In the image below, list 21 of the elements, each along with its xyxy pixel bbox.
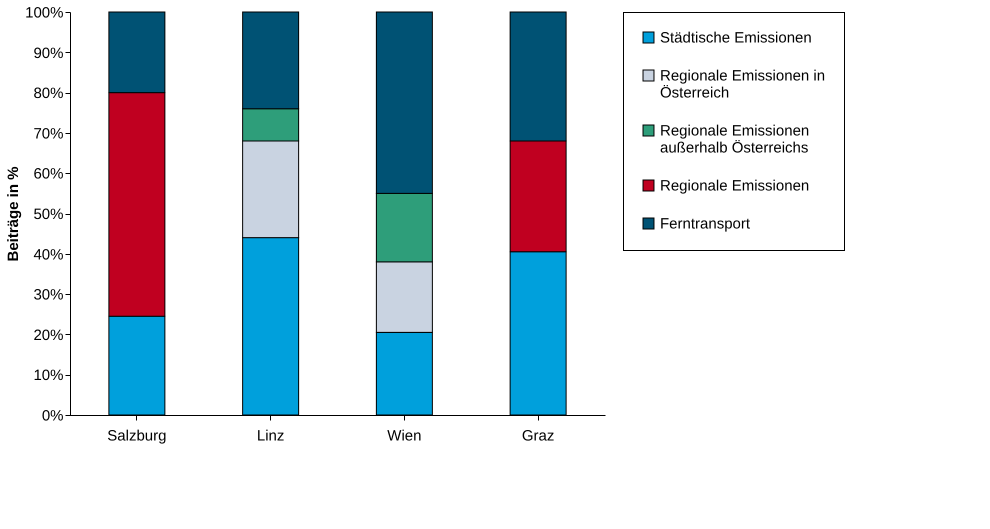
legend-label: Regionale Emissionen in Österreich [660, 68, 826, 102]
legend-label: Ferntransport [660, 216, 751, 232]
legend-label: Regionale Emissionen außerhalb Österreichs [660, 122, 810, 156]
x-tick-label: Linz [256, 428, 284, 444]
y-tick-label: 30% [33, 286, 64, 304]
y-tick-label: 10% [33, 367, 64, 384]
y-tick-label: 40% [33, 246, 64, 264]
y-tick-label: 50% [33, 206, 64, 223]
y-tick-label: 80% [33, 85, 64, 102]
y-tick-label: 70% [33, 125, 64, 142]
y-tick-label: 0% [42, 408, 64, 424]
y-tick-label: 20% [33, 326, 64, 344]
y-axis-title: Beiträge in % [5, 166, 22, 262]
legend-label: Städtische Emissionen [660, 30, 812, 46]
y-tick-label: 60% [33, 166, 64, 183]
legend-label: Regionale Emissionen [660, 178, 810, 194]
x-tick-label: Wien [387, 428, 422, 444]
y-tick-label: 100% [25, 4, 64, 22]
y-tick-label: 90% [33, 44, 64, 62]
x-tick-label: Graz [522, 428, 554, 444]
x-tick-label: Salzburg [107, 428, 166, 444]
